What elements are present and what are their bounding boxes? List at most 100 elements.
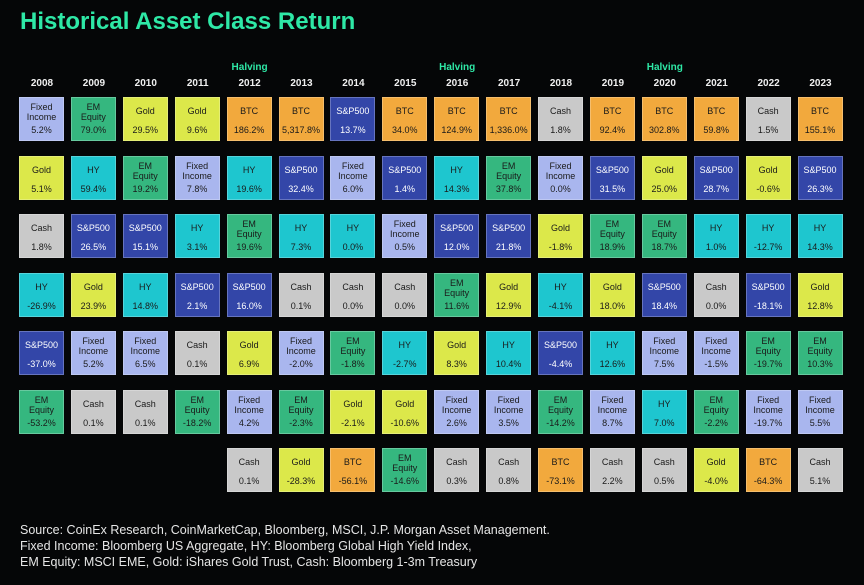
cell-value: -0.6% <box>756 183 780 194</box>
cell-2022-cash: Cash 1.5% <box>745 97 791 141</box>
cell-asset-label: HY <box>294 223 308 233</box>
cell-asset-label: Fixed Income <box>805 394 835 415</box>
cell-value: 16.0% <box>236 300 262 311</box>
returns-grid: 2008 Fixed Income 5.2% Gold 5.1% Cash 1.8% HY -26… <box>19 62 843 492</box>
cell-value: 12.6% <box>599 359 626 369</box>
cell-asset-label: HY <box>450 164 463 175</box>
year-label-2013: 2013 <box>290 78 313 89</box>
cell-asset-label: Cash <box>705 281 727 292</box>
cell-2018-hy: HY -4.1% <box>538 272 583 317</box>
cell-asset-label: Fixed Income <box>26 102 57 122</box>
cell-asset-label: BTC <box>551 457 570 467</box>
cell-2018-sp500: S&P500 -4.4% <box>538 331 583 375</box>
cell-asset-label: S&P500 <box>803 164 837 175</box>
cell-asset-label: BTC <box>655 106 674 116</box>
cell-value: -1.5% <box>704 359 728 369</box>
cell-2013-gold: Gold -28.3% <box>278 448 324 492</box>
cell-asset-label: Fixed Income <box>390 219 420 239</box>
cell-2010-em-equity: EM Equity 19.2% <box>122 155 168 200</box>
cell-asset-label: HY <box>658 398 671 409</box>
cell-value: 10.4% <box>495 359 522 369</box>
cell-2023-hy: HY 14.3% <box>797 214 843 258</box>
cell-2023-em-equity: EM Equity 10.3% <box>797 331 843 375</box>
cell-value: 6.9% <box>238 359 260 369</box>
cell-2018-em-equity: EM Equity -14.2% <box>538 389 583 434</box>
cell-asset-label: HY <box>242 164 256 175</box>
cell-asset-label: Fixed Income <box>338 160 368 181</box>
cell-value: 3.5% <box>498 417 519 428</box>
cell-value: 2.6% <box>446 417 467 428</box>
cell-2010-cash: Cash 0.1% <box>122 389 168 434</box>
cell-asset-label: EM Equity <box>236 219 262 239</box>
cell-value: 1,336.0% <box>489 125 528 135</box>
cell-asset-label: HY <box>139 281 152 292</box>
cell-value: 59.8% <box>703 125 729 135</box>
cell-2017-em-equity: EM Equity 37.8% <box>486 155 532 200</box>
cell-value: 92.4% <box>599 125 626 135</box>
cell-value: 29.5% <box>132 125 159 135</box>
cell-2009-em-equity: EM Equity 79.0% <box>70 97 116 141</box>
cell-asset-label: S&P500 <box>699 164 733 175</box>
cell-2010-fixed-income: Fixed Income 6.5% <box>122 331 168 375</box>
cell-2009-sp500: S&P500 26.5% <box>70 214 116 258</box>
cell-asset-label: HY <box>190 223 204 233</box>
halving-label-2020: Halving <box>646 62 683 73</box>
cell-asset-label: S&P500 <box>751 281 785 292</box>
cell-asset-label: HY <box>87 164 100 175</box>
cell-asset-label: HY <box>35 281 48 292</box>
chart-title: Historical Asset Class Return <box>20 8 356 35</box>
cell-value: 155.1% <box>804 125 836 135</box>
year-label-2017: 2017 <box>497 78 521 89</box>
cell-value: -1.8% <box>548 242 573 252</box>
cell-asset-label: HY <box>813 223 827 233</box>
cell-2016-hy: HY 14.3% <box>434 155 480 200</box>
cell-2019-sp500: S&P500 31.5% <box>589 155 635 200</box>
cell-2015-fixed-income: Fixed Income 0.5% <box>382 214 428 258</box>
cell-asset-label: S&P500 <box>440 223 474 233</box>
cell-value: 18.9% <box>599 242 626 252</box>
cell-2021-btc: BTC 59.8% <box>693 97 739 141</box>
cell-2017-hy: HY 10.4% <box>486 331 532 375</box>
cell-value: 0.1% <box>83 417 104 428</box>
cell-asset-label: Cash <box>238 457 260 467</box>
cell-value: 12.8% <box>807 300 833 311</box>
cell-asset-label: Cash <box>82 398 104 409</box>
cell-2016-sp500: S&P500 12.0% <box>434 214 480 258</box>
cell-2022-em-equity: EM Equity -19.7% <box>745 331 791 375</box>
cell-asset-label: Gold <box>499 281 519 292</box>
cell-2013-cash: Cash 0.1% <box>278 272 324 317</box>
cell-2014-btc: BTC -56.1% <box>330 448 376 492</box>
cell-value: 9.6% <box>186 125 208 135</box>
cell-value: -37.0% <box>27 359 56 369</box>
cell-asset-label: Fixed Income <box>286 336 316 356</box>
cell-value: 19.6% <box>236 183 262 194</box>
cell-value: 0.1% <box>238 476 260 486</box>
cell-2021-fixed-income: Fixed Income -1.5% <box>693 331 739 375</box>
cell-value: 26.3% <box>807 183 833 194</box>
cell-value: 8.7% <box>602 417 623 428</box>
cell-2016-em-equity: EM Equity 11.6% <box>434 272 480 317</box>
cell-value: -2.1% <box>341 417 365 428</box>
cell-2022-btc: BTC -64.3% <box>745 448 791 492</box>
cell-value: 3.1% <box>186 242 208 252</box>
cell-2015-em-equity: EM Equity -14.6% <box>382 448 428 492</box>
cell-asset-label: EM Equity <box>28 394 54 415</box>
cell-asset-label: EM Equity <box>392 453 418 473</box>
cell-value: 1.0% <box>705 242 727 252</box>
cell-2009-hy: HY 59.4% <box>70 155 116 200</box>
cell-value: -2.3% <box>289 417 313 428</box>
year-label-2008: 2008 <box>30 78 54 89</box>
cell-asset-label: Cash <box>186 340 208 350</box>
cell-value: -64.3% <box>753 476 783 486</box>
cell-value: 1.5% <box>757 125 779 135</box>
cell-value: 2.1% <box>186 300 208 311</box>
cell-asset-label: Gold <box>31 164 51 175</box>
cell-value: 26.5% <box>80 242 107 252</box>
year-label-2012: 2012 <box>238 78 261 89</box>
cell-2012-fixed-income: Fixed Income 4.2% <box>226 389 272 434</box>
cell-asset-label: Gold <box>706 457 726 467</box>
cell-2014-em-equity: EM Equity -1.8% <box>330 331 376 375</box>
cell-asset-label: Cash <box>134 398 156 409</box>
cell-2021-hy: HY 1.0% <box>693 214 739 258</box>
cell-asset-label: BTC <box>603 106 622 116</box>
